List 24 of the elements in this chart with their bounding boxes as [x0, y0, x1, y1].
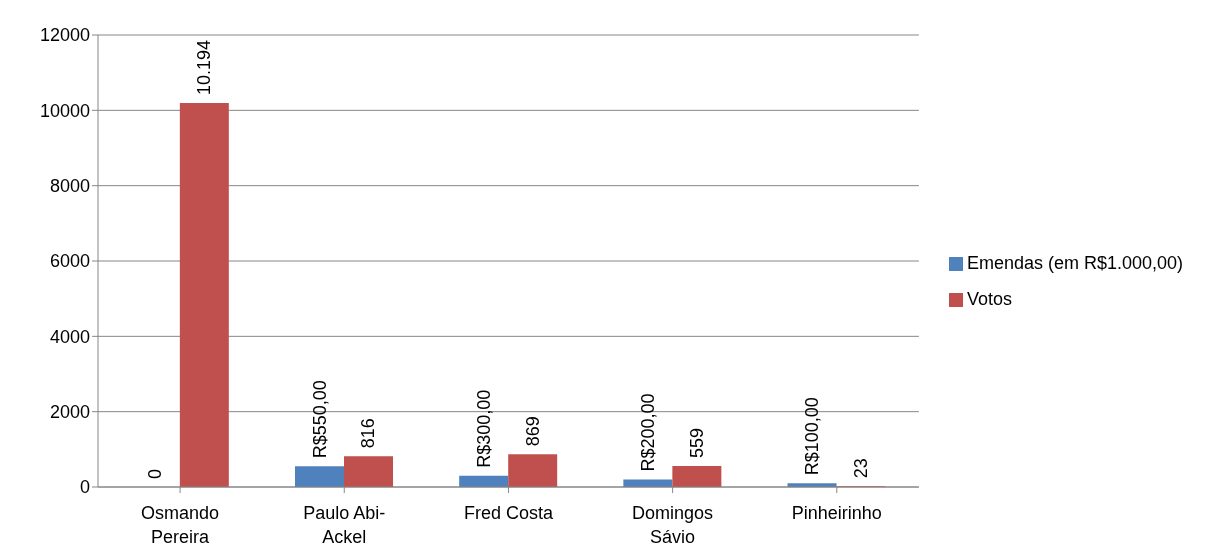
- y-tick-label: 2000: [49, 402, 90, 423]
- data-label: 816: [358, 418, 379, 449]
- y-tick-label: 12000: [39, 25, 90, 46]
- x-tick-label: Pinheirinho: [791, 503, 882, 523]
- x-tick-label: Domingos Sávio: [632, 503, 714, 547]
- data-label: 559: [686, 427, 707, 458]
- y-tick-label: 0: [79, 477, 90, 498]
- data-label: 23: [851, 458, 872, 479]
- data-label: R$550,00: [309, 380, 330, 459]
- legend-label: Votos: [966, 288, 1012, 309]
- x-tick-label: Fred Costa: [463, 503, 554, 523]
- data-label: R$300,00: [473, 389, 494, 468]
- y-tick-label: 10000: [39, 100, 90, 121]
- x-tick-label: Osmando Pereira: [141, 503, 220, 547]
- data-label: 869: [522, 416, 543, 447]
- data-label: R$200,00: [637, 393, 658, 472]
- legend-label: Emendas (em R$1.000,00): [966, 252, 1183, 273]
- y-tick-label: 8000: [49, 176, 90, 197]
- data-label: 0: [145, 468, 166, 479]
- y-tick-label: 6000: [49, 251, 90, 272]
- y-tick-label: 4000: [49, 326, 90, 347]
- data-label: R$100,00: [802, 397, 823, 476]
- x-tick-label: Paulo Abi-Ackel: [303, 503, 386, 547]
- data-label: 10.194: [194, 39, 215, 96]
